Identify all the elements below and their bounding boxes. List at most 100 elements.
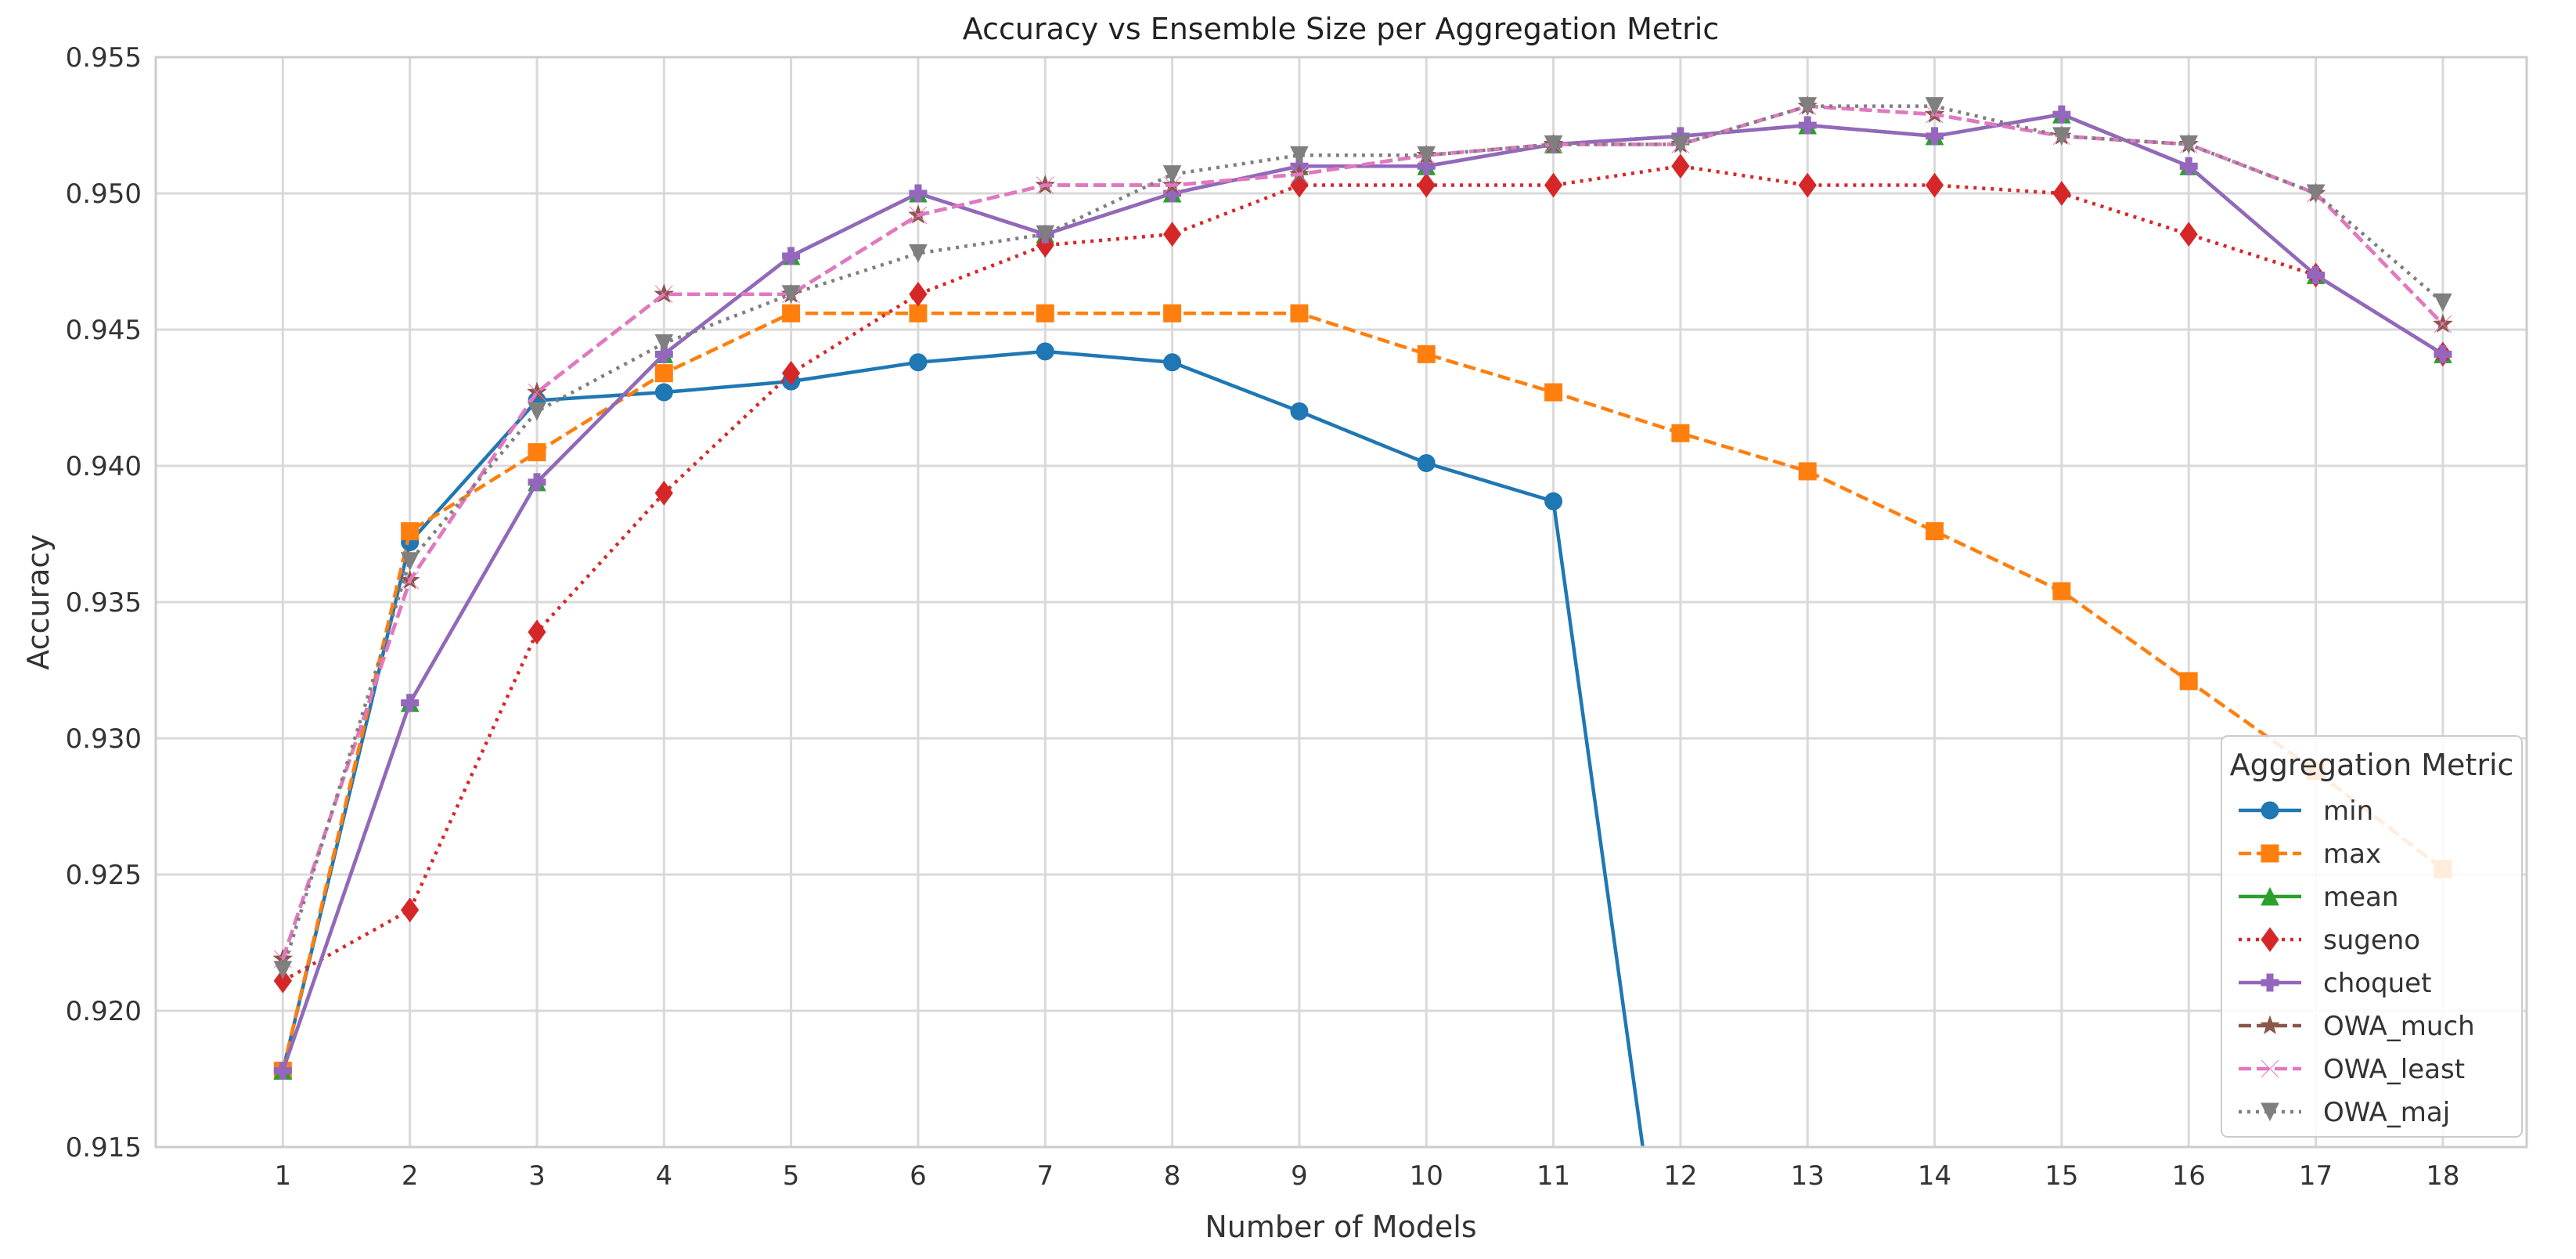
legend-item-OWA_least: OWA_least — [2239, 1054, 2465, 1085]
data-point-max — [1036, 304, 1054, 323]
data-point-OWA_maj — [1036, 225, 1055, 244]
data-point-OWA_maj — [1290, 146, 1309, 165]
legend-marker-min — [2261, 801, 2279, 820]
series-line-mean — [281, 112, 2444, 1072]
y-tick-label: 0.955 — [66, 42, 142, 74]
legend-label: mean — [2323, 882, 2398, 913]
data-point-OWA_maj — [528, 402, 546, 421]
data-point-OWA_maj — [2306, 184, 2326, 204]
series-choquet — [273, 105, 2452, 1080]
series-min — [273, 342, 1645, 1147]
data-point-max — [1544, 383, 1563, 402]
data-point-sugeno — [1671, 153, 1690, 179]
y-tick-label: 0.920 — [66, 996, 142, 1027]
x-tick-label: 16 — [2172, 1160, 2206, 1192]
y-tick-label: 0.925 — [66, 860, 142, 891]
series-sugeno — [273, 153, 2452, 994]
legend-marker-OWA_least — [2261, 1059, 2279, 1078]
legend-marker-OWA_much — [2260, 1015, 2280, 1034]
data-point-max — [2052, 582, 2071, 601]
x-tick-label: 11 — [1537, 1160, 1570, 1192]
chart-title: Accuracy vs Ensemble Size per Aggregatio… — [963, 12, 1719, 46]
x-tick-label: 3 — [528, 1160, 546, 1192]
x-tick-label: 15 — [2045, 1160, 2078, 1192]
data-point-OWA_maj — [654, 334, 674, 353]
data-point-sugeno — [909, 281, 928, 307]
x-tick-label: 13 — [1791, 1160, 1825, 1192]
data-point-choquet — [782, 247, 801, 265]
data-point-sugeno — [2179, 222, 2198, 247]
data-point-min — [1036, 342, 1054, 361]
data-point-OWA_maj — [1417, 146, 1436, 165]
data-point-sugeno — [1798, 172, 1817, 198]
data-point-choquet — [528, 473, 546, 492]
data-point-choquet — [2307, 265, 2326, 284]
legend-label: min — [2323, 795, 2373, 827]
x-tick-label: 17 — [2299, 1160, 2333, 1192]
series-OWA_least — [273, 97, 2452, 969]
legend-title: Aggregation Metric — [2230, 748, 2514, 782]
legend-marker-max — [2261, 844, 2279, 863]
legend-item-sugeno: sugeno — [2239, 925, 2420, 956]
data-point-OWA_maj — [1925, 97, 1944, 116]
x-tick-label: 10 — [1410, 1160, 1443, 1192]
data-point-sugeno — [1544, 172, 1563, 198]
data-point-OWA_maj — [2052, 127, 2071, 146]
data-point-OWA_maj — [2179, 135, 2199, 154]
series-mean — [273, 104, 2452, 1080]
data-point-OWA_least — [654, 285, 673, 304]
x-tick-label: 7 — [1036, 1160, 1054, 1192]
x-tick-label: 6 — [910, 1160, 927, 1192]
legend-item-OWA_much: OWA_much — [2239, 1011, 2475, 1042]
data-point-sugeno — [1162, 222, 1182, 247]
data-point-OWA_maj — [1798, 97, 1818, 116]
x-tick-label: 8 — [1164, 1160, 1181, 1192]
data-point-OWA_maj — [273, 961, 293, 979]
legend-item-choquet: choquet — [2239, 968, 2431, 999]
data-point-sugeno — [273, 968, 292, 994]
data-point-sugeno — [528, 619, 546, 645]
legend-marker-mean — [2261, 886, 2279, 906]
legend-marker-choquet — [2261, 973, 2279, 992]
data-point-max — [782, 304, 801, 323]
y-axis-label: Accuracy — [21, 534, 56, 670]
x-tick-label: 12 — [1663, 1160, 1697, 1192]
legend-marker-OWA_maj — [2261, 1102, 2279, 1122]
data-point-OWA_maj — [781, 285, 801, 304]
data-point-OWA_least — [1290, 165, 1309, 183]
series-line-OWA_much — [281, 104, 2444, 960]
data-point-OWA_least — [1163, 176, 1181, 194]
x-tick-label: 4 — [655, 1160, 672, 1192]
plot-frame — [154, 56, 2528, 1149]
data-point-OWA_maj — [909, 244, 928, 263]
data-point-max — [1671, 424, 1690, 442]
data-point-OWA_maj — [1671, 135, 1690, 154]
data-point-choquet — [2052, 105, 2071, 124]
data-point-choquet — [1926, 127, 1944, 146]
y-tick-label: 0.930 — [66, 723, 142, 755]
data-point-choquet — [1798, 116, 1817, 135]
data-point-max — [1163, 304, 1182, 323]
legend-marker-sugeno — [2261, 927, 2279, 952]
legend-label: choquet — [2323, 968, 2431, 999]
series-line-min — [281, 349, 1645, 1147]
series-line-max — [281, 311, 2444, 1072]
data-point-max — [1290, 304, 1309, 323]
data-point-max — [909, 304, 928, 323]
y-tick-label: 0.950 — [66, 179, 142, 210]
data-point-max — [1417, 345, 1436, 363]
x-tick-label: 9 — [1291, 1160, 1308, 1192]
data-point-min — [909, 353, 928, 372]
legend-item-OWA_maj: OWA_maj — [2239, 1097, 2450, 1128]
legend-label: sugeno — [2323, 925, 2420, 956]
data-point-sugeno — [2052, 181, 2071, 206]
data-point-choquet — [2434, 345, 2452, 363]
data-point-OWA_much — [654, 283, 675, 303]
x-tick-label: 5 — [783, 1160, 800, 1192]
y-tick-label: 0.915 — [66, 1132, 142, 1163]
data-point-max — [401, 522, 420, 541]
y-tick-label: 0.945 — [66, 315, 142, 346]
x-tick-label: 14 — [1918, 1160, 1951, 1192]
x-tick-label: 18 — [2426, 1160, 2459, 1192]
data-point-min — [1163, 353, 1182, 372]
